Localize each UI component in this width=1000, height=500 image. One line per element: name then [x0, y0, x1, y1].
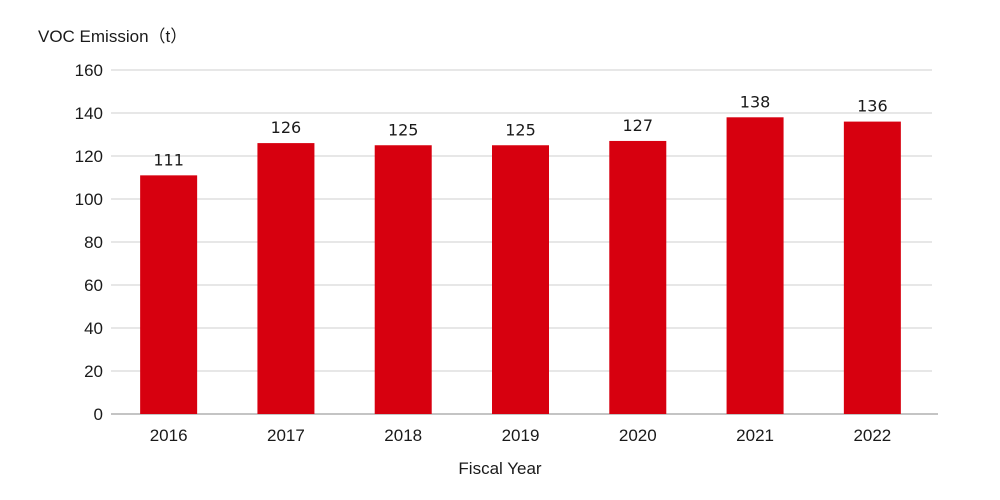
data-label-2020: 127: [623, 116, 654, 135]
y-tick-label: 80: [84, 233, 103, 252]
bar-2022: [843, 121, 901, 414]
data-label-2016: 111: [153, 150, 184, 169]
x-tick-label: 2020: [619, 426, 657, 445]
y-tick-label: 100: [75, 190, 103, 209]
y-tick-label: 60: [84, 276, 103, 295]
data-labels: 111 126 125 125 127 138 136: [153, 92, 887, 169]
x-tick-label: 2019: [502, 426, 540, 445]
data-label-2019: 125: [505, 120, 536, 139]
data-label-2022: 136: [857, 97, 888, 116]
x-tick-label: 2018: [384, 426, 422, 445]
y-tick-label: 140: [75, 104, 103, 123]
x-tick-label: 2016: [150, 426, 188, 445]
x-axis-title: Fiscal Year: [458, 459, 541, 478]
bar-2019: [492, 145, 549, 414]
bar-2018: [374, 145, 432, 414]
bar-2021: [726, 117, 784, 415]
x-tick-label: 2022: [853, 426, 891, 445]
y-tick-label: 160: [75, 61, 103, 80]
bar-2017: [257, 143, 315, 414]
x-tick-label: 2017: [267, 426, 305, 445]
data-label-2017: 126: [271, 118, 302, 137]
y-tick-label: 20: [84, 362, 103, 381]
y-axis-ticks: 0 20 40 60 80 100 120 140 160: [75, 61, 103, 424]
y-tick-label: 0: [94, 405, 103, 424]
y-tick-label: 40: [84, 319, 103, 338]
bar-2020: [609, 140, 667, 414]
data-label-2018: 125: [388, 120, 419, 139]
y-axis-title: VOC Emission（t）: [38, 27, 187, 46]
bar-2016: [140, 175, 198, 414]
bars: [140, 117, 901, 415]
y-tick-label: 120: [75, 147, 103, 166]
data-label-2021: 138: [740, 92, 771, 111]
x-tick-label: 2021: [736, 426, 774, 445]
x-axis-ticks: 2016 2017 2018 2019 2020 2021 2022: [150, 426, 892, 445]
